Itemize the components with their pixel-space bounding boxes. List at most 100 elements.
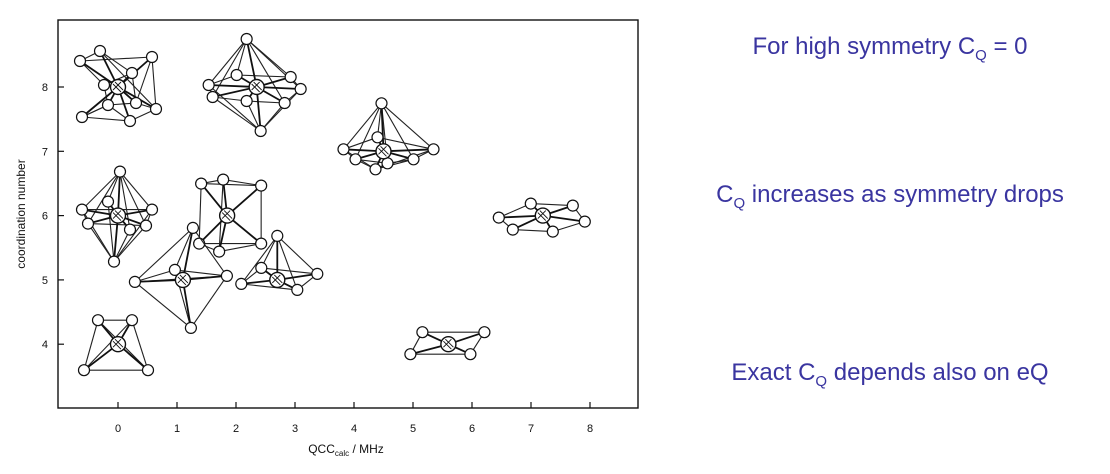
central-atom-hatch <box>112 210 122 219</box>
ligand-atom <box>278 96 291 110</box>
note-1-tail: = 0 <box>986 33 1028 60</box>
bond-line <box>99 50 157 110</box>
note-high-symmetry: For high symmetry CQ = 0 <box>680 32 1100 71</box>
bond-line <box>260 88 302 132</box>
ligand-atom <box>546 225 559 238</box>
ligand-atom <box>369 163 382 176</box>
note-2-text: C <box>716 181 734 208</box>
ligand-atom <box>492 211 505 224</box>
ligand-atom <box>101 195 115 208</box>
note-1-text: For high symmetry C <box>752 33 976 60</box>
ligand-atom <box>128 275 141 288</box>
central-atom-hatch <box>221 210 231 219</box>
bond-line <box>276 235 298 291</box>
bond-line <box>134 269 176 283</box>
ligand-atom <box>141 364 155 377</box>
bond-line <box>246 100 285 104</box>
bond-line <box>343 102 382 150</box>
ligand-atom <box>93 44 107 58</box>
bond-line <box>512 229 553 233</box>
x-axis-label-unit: / MHz <box>349 442 384 456</box>
spoke-line <box>182 227 194 281</box>
central-atom <box>109 336 127 353</box>
ligand-atom <box>220 269 233 282</box>
ligand-atom <box>193 237 206 250</box>
ligand-atom <box>506 223 519 236</box>
ligand-atom <box>255 179 268 192</box>
ligand-atom <box>123 223 137 236</box>
ligand-atom <box>145 203 159 216</box>
bond-line <box>241 283 298 291</box>
central-atom <box>269 271 286 289</box>
bond-line <box>219 243 262 253</box>
structure-pentagonal-bipyramid <box>337 97 440 176</box>
bond-line <box>530 203 573 207</box>
x-tick-label: 2 <box>233 423 239 435</box>
central-atom-hatch <box>177 274 187 284</box>
bond-line <box>236 74 291 78</box>
ligand-atom <box>186 221 199 234</box>
bond-line <box>212 96 261 132</box>
bond-line <box>83 319 133 371</box>
central-atom-hatch <box>112 338 122 348</box>
structure-cube <box>73 44 163 128</box>
central-atom <box>248 78 265 96</box>
bond-line <box>223 179 262 187</box>
central-atom-hatch <box>271 274 281 284</box>
ligand-atom <box>145 50 159 64</box>
bond-line <box>208 38 248 86</box>
bond-line <box>131 320 149 371</box>
y-axis-label: coordination number <box>14 159 28 268</box>
plot-frame <box>57 19 639 409</box>
central-atom-hatch <box>112 212 122 221</box>
bond-line <box>107 201 115 262</box>
note-2-tail: increases as symmetry drops <box>745 181 1064 208</box>
central-atom-hatch <box>177 276 187 286</box>
bond-line <box>381 102 434 150</box>
note-3-text: Exact C <box>731 359 816 386</box>
central-atom-hatch <box>112 83 122 93</box>
bond-line <box>113 225 147 262</box>
structure-trigonal-prism <box>193 173 268 258</box>
note-1-sub: Q <box>975 46 987 64</box>
bond-line <box>135 56 153 104</box>
central-atom-hatch <box>114 338 124 348</box>
ligand-atom <box>107 255 121 268</box>
bond-line <box>240 235 278 285</box>
ligand-atom <box>195 177 208 190</box>
central-atom-hatch <box>112 340 122 350</box>
x-tick-label: 4 <box>351 423 357 435</box>
ligand-atom <box>427 143 440 156</box>
note-symmetry-drops: CQ increases as symmetry drops <box>700 180 1080 219</box>
ligand-atom <box>125 66 139 80</box>
bond-line <box>79 56 153 62</box>
bond-line <box>134 227 194 283</box>
bond-line <box>113 209 153 262</box>
central-atom-hatch <box>443 338 452 348</box>
structures-layer <box>73 32 591 377</box>
ligand-atom <box>77 364 91 377</box>
x-axis-label-sub: calc <box>335 449 349 458</box>
ligand-atom <box>213 245 226 258</box>
ligand-atom <box>97 78 111 92</box>
central-atom-hatch <box>378 147 387 157</box>
central-atom-hatch <box>539 210 549 219</box>
ligand-atom <box>230 68 243 82</box>
note-3-sub: Q <box>815 372 828 390</box>
ligand-atom <box>75 203 89 216</box>
central-atom <box>534 207 551 224</box>
central-atom-hatch <box>380 145 389 155</box>
x-tick-label: 0 <box>115 423 121 435</box>
central-atom <box>109 207 127 224</box>
ligand-atom <box>149 102 163 116</box>
ligand-atom <box>202 78 215 92</box>
ligand-atom <box>168 263 181 276</box>
bond-line <box>198 183 202 244</box>
notes-panel: For high symmetry CQ = 0 CQ increases as… <box>670 0 1110 474</box>
bond-line <box>151 56 157 110</box>
central-atom-hatch <box>445 338 454 348</box>
bond-line <box>87 223 115 262</box>
bond-line <box>377 136 434 150</box>
x-tick-label: 7 <box>528 423 534 435</box>
central-atom-hatch <box>251 81 260 91</box>
